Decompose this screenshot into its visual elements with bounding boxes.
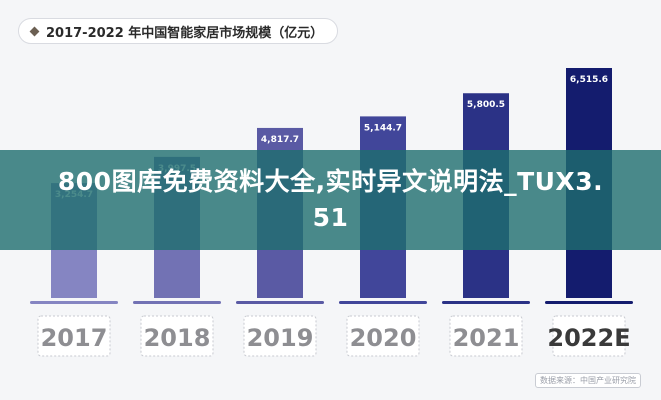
category-label-2022E: 2022E xyxy=(547,324,630,352)
category-box-2019 xyxy=(243,315,317,357)
source-note: 数据来源：中国产业研究院 xyxy=(535,373,641,388)
baseline-segment-2020 xyxy=(339,301,427,304)
category-label-2017: 2017 xyxy=(41,324,108,352)
category-label-2018: 2018 xyxy=(144,324,211,352)
category-box-2020 xyxy=(346,315,420,357)
baseline-segment-2021 xyxy=(442,301,530,304)
category-box-2018 xyxy=(140,315,214,357)
chart-title-pill: 2017-2022 年中国智能家居市场规模（亿元） xyxy=(18,18,339,44)
value-label-2019: 4,817.7 xyxy=(261,135,299,145)
watermark-banner: 800图库免费资料大全,实时异文说明法_TUX3.51 xyxy=(0,150,661,250)
value-label-2021: 5,800.5 xyxy=(467,100,505,110)
category-box-2022E xyxy=(552,315,626,357)
baseline-segment-2019 xyxy=(236,301,324,304)
category-box-2021 xyxy=(449,315,523,357)
category-label-2020: 2020 xyxy=(350,324,417,352)
value-label-2022E: 6,515.6 xyxy=(570,75,608,85)
chart-title: 2017-2022 年中国智能家居市场规模（亿元） xyxy=(46,25,324,41)
category-box-2017 xyxy=(37,315,111,357)
category-label-2021: 2021 xyxy=(453,324,520,352)
banner-text: 800图库免费资料大全,实时异文说明法_TUX3.51 xyxy=(57,167,604,232)
baseline-segment-2017 xyxy=(30,301,118,304)
category-label-2019: 2019 xyxy=(247,324,314,352)
baseline-segment-2018 xyxy=(133,301,221,304)
baseline-segment-2022E xyxy=(545,301,633,304)
value-label-2020: 5,144.7 xyxy=(364,123,402,133)
